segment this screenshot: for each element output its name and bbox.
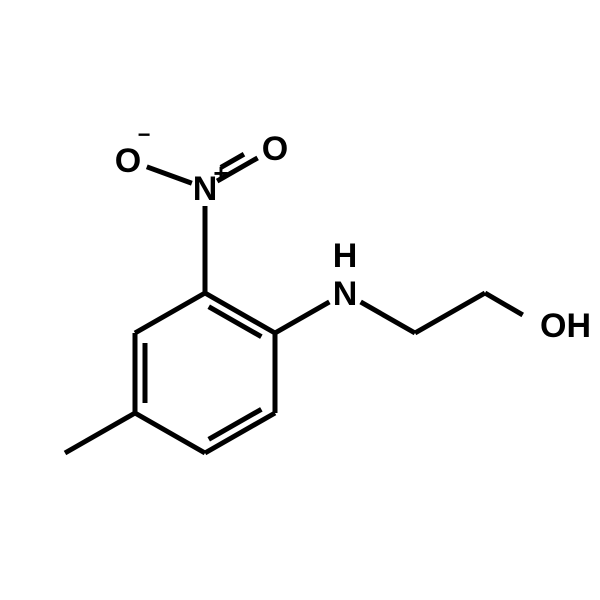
atom-label-o_neg: O (115, 142, 141, 180)
atom-label-n_amine: N (333, 275, 358, 313)
hydrogen-label: H (333, 237, 358, 275)
charge-minus: − (138, 122, 151, 147)
atom-label-o_dbl: O (262, 130, 288, 168)
molecule-diagram: NO−ONHOH+ (0, 0, 600, 600)
atom-label-oh: OH (540, 307, 591, 345)
charge-plus: + (213, 158, 228, 188)
